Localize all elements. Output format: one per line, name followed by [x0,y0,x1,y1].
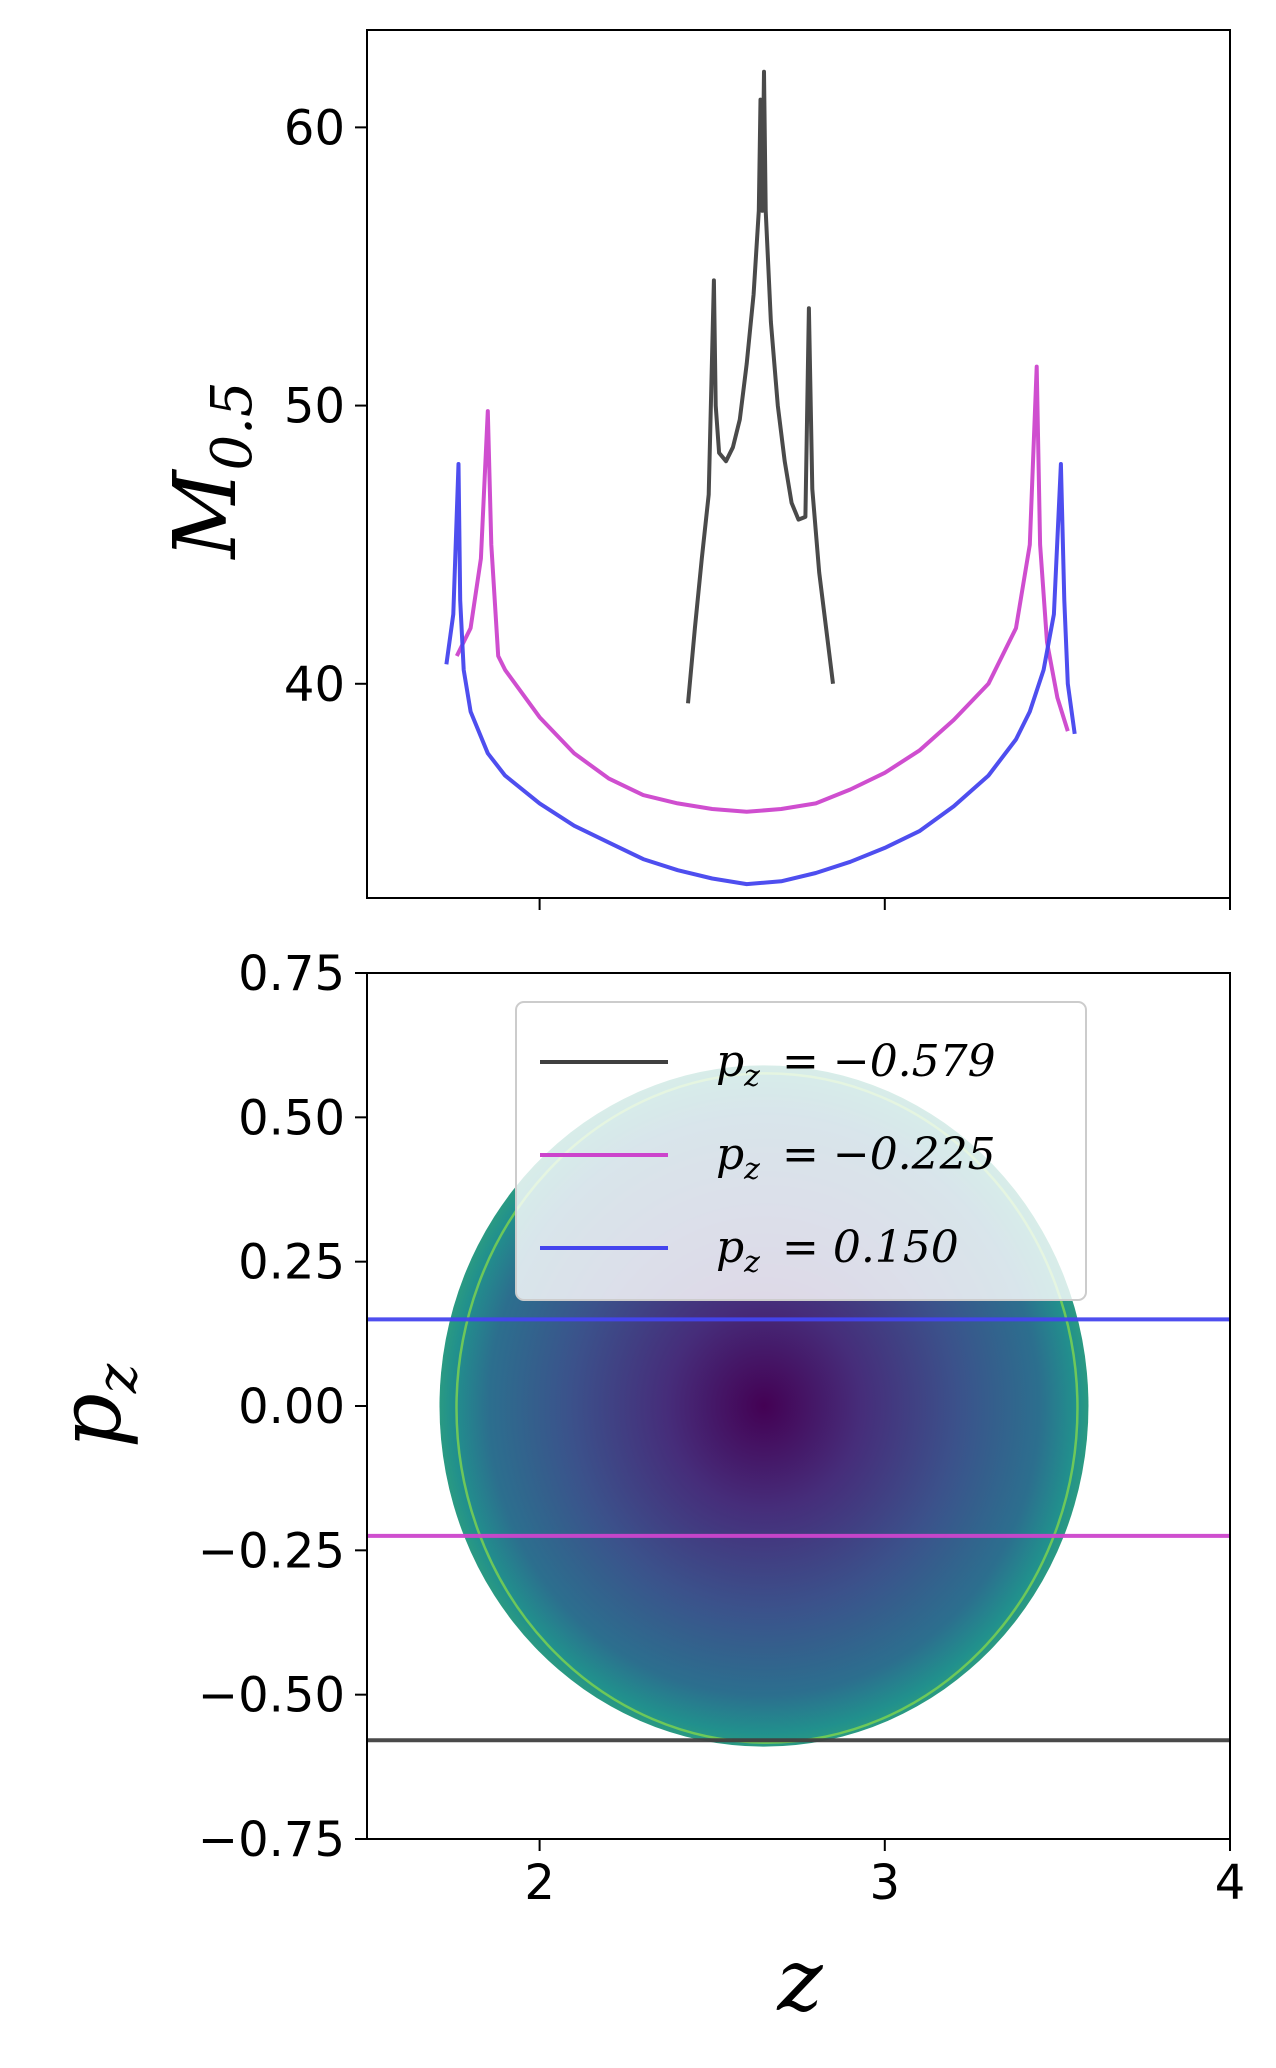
bottom-y-tick-label: −0.50 [198,1668,345,1724]
bottom-x-tick-label: 3 [870,1855,901,1911]
bottom-y-tick-label: −0.25 [198,1523,345,1579]
legend-label-2: pz = 0.150 [716,1222,959,1280]
top-series-line-1 [455,364,1070,814]
bottom-y-axis-label: pz [41,1363,150,1448]
bottom-y-tick-label: −0.75 [198,1812,345,1868]
top-y-tick-label: 50 [284,379,345,435]
legend: pz = −0.579 pz = −0.225 pz = 0.150 [515,1001,1087,1301]
legend-label-1: pz = −0.225 [716,1129,996,1187]
bottom-y-tick-label: 0.00 [238,1379,345,1435]
top-panel: 40 50 60 M0.5 [156,29,1231,910]
top-series-line-2 [444,462,1077,887]
bottom-x-tick-label: 2 [524,1855,555,1911]
top-series-line-0 [686,69,835,704]
top-y-tick-label: 40 [284,657,345,713]
legend-label-0: pz = −0.579 [716,1036,996,1094]
top-x-ticks [538,898,1231,910]
top-y-axis-label: M0.5 [156,381,265,560]
legend-box [515,1001,1087,1301]
bottom-panel: −0.75 −0.50 −0.25 0.00 0.25 0.50 0.75 2 3 4 pz z… [41,946,1245,2031]
bottom-y-ticks: −0.75 −0.50 −0.25 0.00 0.25 0.50 0.75 [198,946,367,1868]
bottom-x-ticks: 2 3 4 [524,1839,1245,1911]
top-y-tick-label: 60 [284,100,345,156]
top-y-ticks: 40 50 60 [284,100,367,713]
bottom-y-tick-label: 0.75 [238,946,345,1002]
bottom-x-axis-label: z [776,1931,823,2031]
bottom-x-tick-label: 4 [1215,1855,1246,1911]
bottom-y-tick-label: 0.25 [238,1235,345,1291]
top-axes-frame [366,29,1231,899]
bottom-y-tick-label: 0.50 [238,1090,345,1146]
top-series-group [444,69,1077,887]
